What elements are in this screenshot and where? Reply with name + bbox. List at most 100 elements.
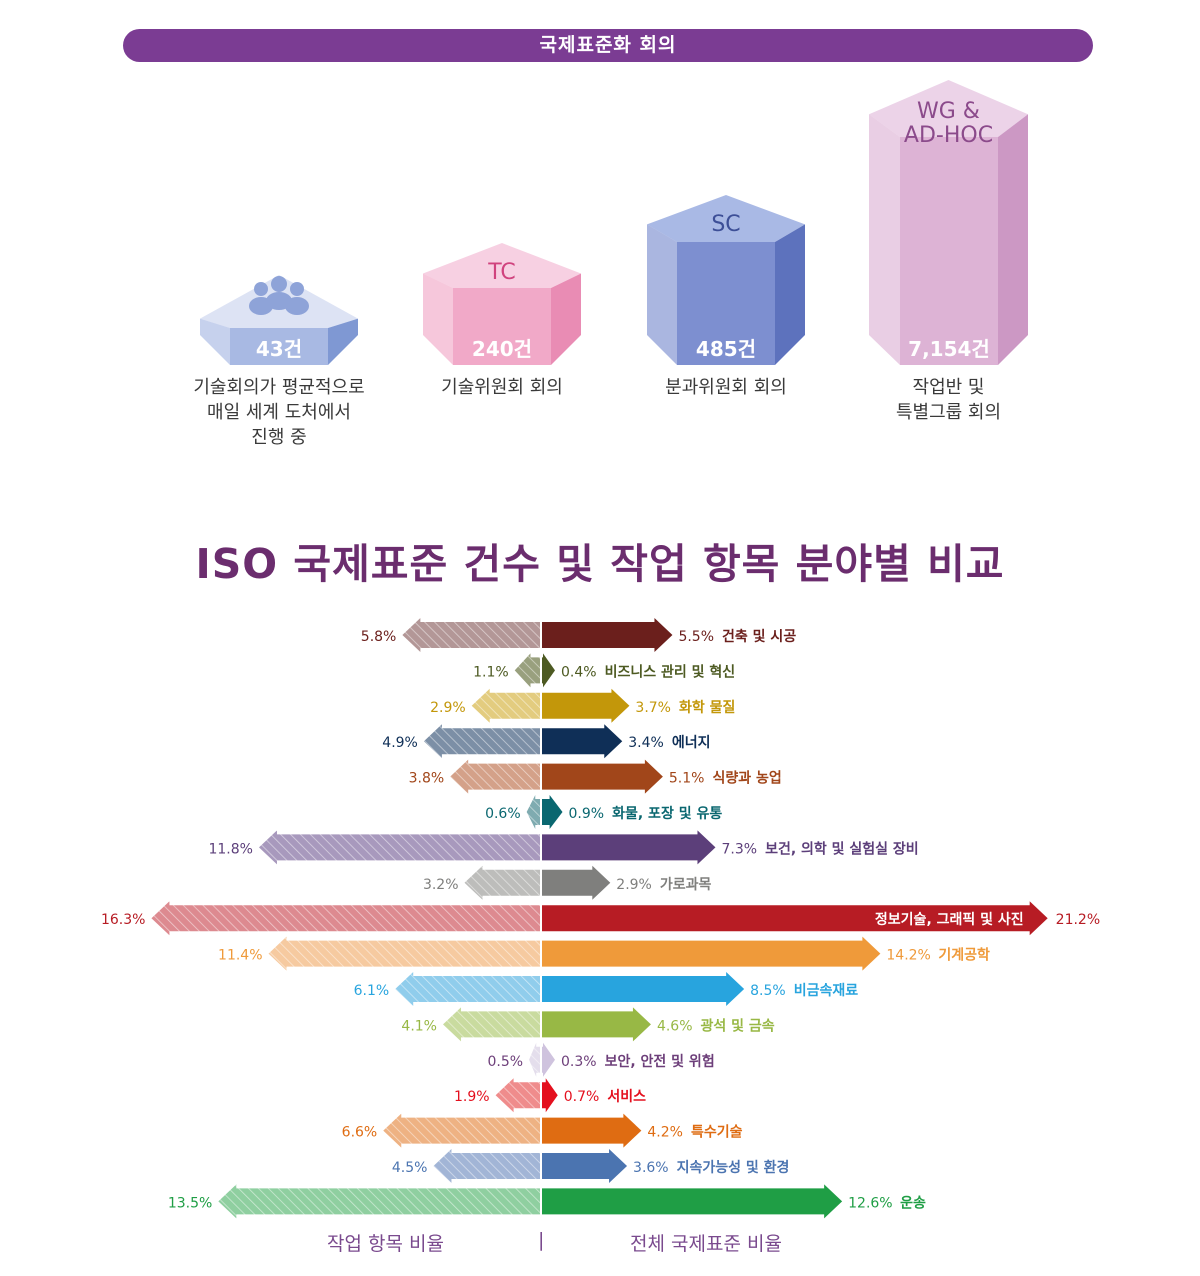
prism-top-2 bbox=[647, 195, 805, 242]
prism-label-2: SC bbox=[711, 212, 740, 237]
right-value-14: 4.2% bbox=[647, 1125, 683, 1141]
prism-right-2 bbox=[775, 224, 805, 365]
prism-count-0: 43건 bbox=[256, 337, 302, 361]
caption-line: 매일 세계 도처에서 bbox=[207, 402, 351, 423]
left-value-16: 13.5% bbox=[168, 1195, 212, 1211]
left-value-2: 2.9% bbox=[430, 700, 466, 716]
left-bar-16 bbox=[218, 1184, 540, 1219]
caption-line: 진행 중 bbox=[251, 427, 307, 448]
left-bar-6 bbox=[258, 830, 540, 865]
prism-right-3 bbox=[998, 114, 1028, 365]
left-value-3: 4.9% bbox=[382, 735, 418, 751]
right-value-16: 12.6% bbox=[848, 1195, 892, 1211]
prism-label-3: WG & bbox=[917, 99, 980, 124]
right-bar-4 bbox=[542, 759, 663, 794]
right-bar-9 bbox=[542, 936, 881, 971]
prism-label2-3: AD-HOC bbox=[904, 123, 993, 148]
left-bar-8 bbox=[151, 901, 540, 936]
meeting-caption-1: 기술위원회 회의 bbox=[382, 375, 622, 400]
left-value-14: 6.6% bbox=[342, 1125, 378, 1141]
left-bar-13 bbox=[495, 1078, 540, 1113]
caption-line: 분과위원회 회의 bbox=[665, 377, 787, 398]
meeting-caption-2: 분과위원회 회의 bbox=[606, 375, 846, 400]
left-value-0: 5.8% bbox=[361, 629, 397, 645]
left-bar-0 bbox=[402, 618, 540, 652]
category-name-11: 광석 및 금속 bbox=[701, 1017, 775, 1034]
right-bar-15 bbox=[542, 1149, 628, 1183]
left-bar-3 bbox=[423, 724, 540, 759]
caption-line: 특별그룹 회의 bbox=[895, 402, 1002, 423]
prism-front-3 bbox=[900, 137, 998, 365]
left-bar-15 bbox=[433, 1149, 540, 1183]
right-series-label: 전체 국제표준 비율 bbox=[630, 1233, 782, 1255]
section-banner: 국제표준화 회의 bbox=[123, 29, 1093, 62]
prism-right-1 bbox=[551, 273, 581, 365]
left-value-8: 16.3% bbox=[101, 912, 145, 928]
left-value-5: 0.6% bbox=[485, 806, 521, 822]
left-value-4: 3.8% bbox=[409, 771, 445, 787]
prism-front-1 bbox=[453, 288, 551, 365]
right-bar-5 bbox=[542, 795, 563, 829]
prism-left-1 bbox=[423, 273, 453, 365]
right-bar-1 bbox=[542, 653, 555, 688]
caption-line: 작업반 및 bbox=[912, 377, 985, 398]
left-bar-12 bbox=[529, 1042, 540, 1077]
right-bar-8 bbox=[542, 901, 1048, 936]
right-value-10: 8.5% bbox=[750, 983, 786, 999]
right-bar-14 bbox=[542, 1113, 642, 1148]
right-value-2: 3.7% bbox=[635, 700, 671, 716]
right-value-3: 3.4% bbox=[628, 735, 664, 751]
category-name-7: 가로과목 bbox=[660, 877, 712, 893]
right-value-0: 5.5% bbox=[678, 629, 714, 645]
prism-count-1: 240건 bbox=[472, 337, 532, 361]
right-bar-0 bbox=[542, 618, 673, 652]
category-name-0: 건축 및 시공 bbox=[722, 628, 796, 645]
category-name-2: 화학 물질 bbox=[679, 700, 735, 716]
prism-left-3 bbox=[869, 114, 900, 365]
prism-count-3: 7,154건 bbox=[908, 337, 990, 361]
category-name-13: 서비스 bbox=[607, 1089, 646, 1105]
right-value-11: 4.6% bbox=[657, 1018, 693, 1034]
prism-front-0 bbox=[230, 328, 328, 365]
right-value-6: 7.3% bbox=[721, 841, 757, 857]
right-bar-6 bbox=[542, 830, 716, 865]
left-bar-9 bbox=[268, 936, 540, 971]
left-value-10: 6.1% bbox=[354, 983, 390, 999]
left-bar-2 bbox=[471, 688, 540, 723]
left-value-1: 1.1% bbox=[473, 664, 509, 680]
category-name-1: 비즈니스 관리 및 혁신 bbox=[605, 663, 736, 680]
prism-count-2: 485건 bbox=[696, 337, 756, 361]
category-name-9: 기계공학 bbox=[938, 948, 990, 964]
right-value-9: 14.2% bbox=[886, 948, 930, 964]
left-value-9: 11.4% bbox=[218, 948, 262, 964]
left-bar-7 bbox=[464, 865, 540, 900]
left-series-label: 작업 항목 비율 bbox=[327, 1233, 444, 1255]
prism-top-1 bbox=[423, 243, 581, 288]
category-name-8: 정보기술, 그래픽 및 사진 bbox=[875, 911, 1024, 928]
left-bar-1 bbox=[514, 653, 540, 688]
category-name-16: 운송 bbox=[900, 1195, 926, 1211]
chart-title: ISO 국제표준 건수 및 작업 항목 분야별 비교 bbox=[195, 540, 1005, 588]
left-value-13: 1.9% bbox=[454, 1089, 490, 1105]
prism-left-0 bbox=[200, 318, 230, 365]
category-name-4: 식량과 농업 bbox=[712, 771, 781, 787]
right-bar-10 bbox=[542, 972, 745, 1006]
left-value-6: 11.8% bbox=[208, 841, 252, 857]
category-name-12: 보안, 안전 및 위험 bbox=[605, 1053, 715, 1070]
right-value-13: 0.7% bbox=[564, 1089, 600, 1105]
left-value-11: 4.1% bbox=[401, 1018, 437, 1034]
prism-right-0 bbox=[328, 318, 358, 365]
prism-label-1: TC bbox=[487, 260, 516, 285]
right-bar-2 bbox=[542, 688, 630, 723]
right-value-1: 0.4% bbox=[561, 664, 597, 680]
category-name-15: 지속가능성 및 환경 bbox=[677, 1159, 790, 1176]
caption-line: 기술회의가 평균적으로 bbox=[193, 377, 365, 398]
right-bar-12 bbox=[542, 1042, 555, 1077]
people-icon bbox=[249, 276, 309, 315]
left-value-7: 3.2% bbox=[423, 877, 459, 893]
left-bar-5 bbox=[526, 795, 540, 829]
prism-front-2 bbox=[677, 242, 775, 365]
